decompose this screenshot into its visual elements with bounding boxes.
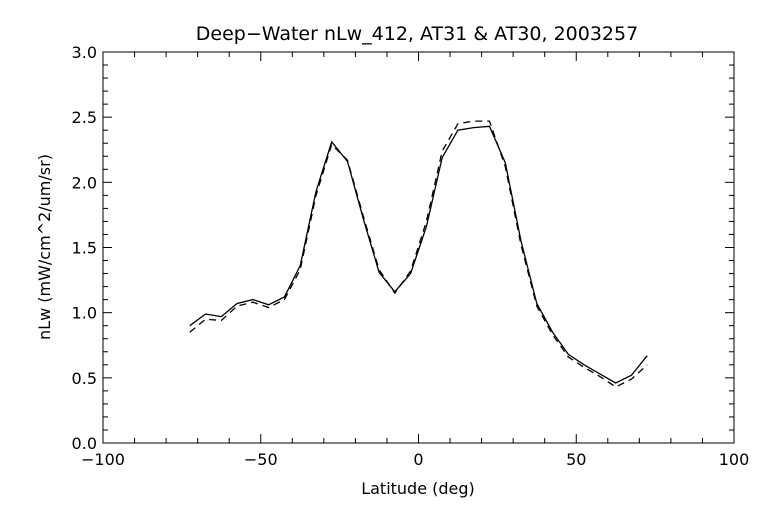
y-tick-label: 2.5 (72, 108, 97, 127)
series-line-dashed (189, 120, 648, 388)
plot-frame (102, 51, 735, 444)
x-tick-label: −50 (244, 450, 278, 469)
x-axis-label: Latitude (deg) (361, 479, 475, 498)
y-tick-label: 1.0 (72, 304, 97, 323)
x-tick-label: 50 (566, 450, 586, 469)
chart-title: Deep−Water nLw_412, AT31 & AT30, 2003257 (196, 23, 638, 45)
series-line-solid (189, 125, 648, 384)
y-tick-label: 2.0 (72, 173, 97, 192)
y-axis-label: nLw (mW/cm^2/um/sr) (35, 154, 54, 340)
axis-ticks (102, 51, 735, 444)
tick-labels: −100 −50 0 50 100 0.0 0.5 1.0 1.5 2.0 2.5 3.0 (72, 43, 750, 469)
series-lines (189, 120, 648, 388)
x-tick-label: −100 (81, 450, 125, 469)
x-tick-label: 0 (413, 450, 423, 469)
y-tick-label: 0.0 (72, 434, 97, 453)
y-tick-label: 0.5 (72, 369, 97, 388)
x-tick-label: 100 (719, 450, 750, 469)
y-tick-label: 1.5 (72, 239, 97, 258)
y-tick-label: 3.0 (72, 43, 97, 62)
